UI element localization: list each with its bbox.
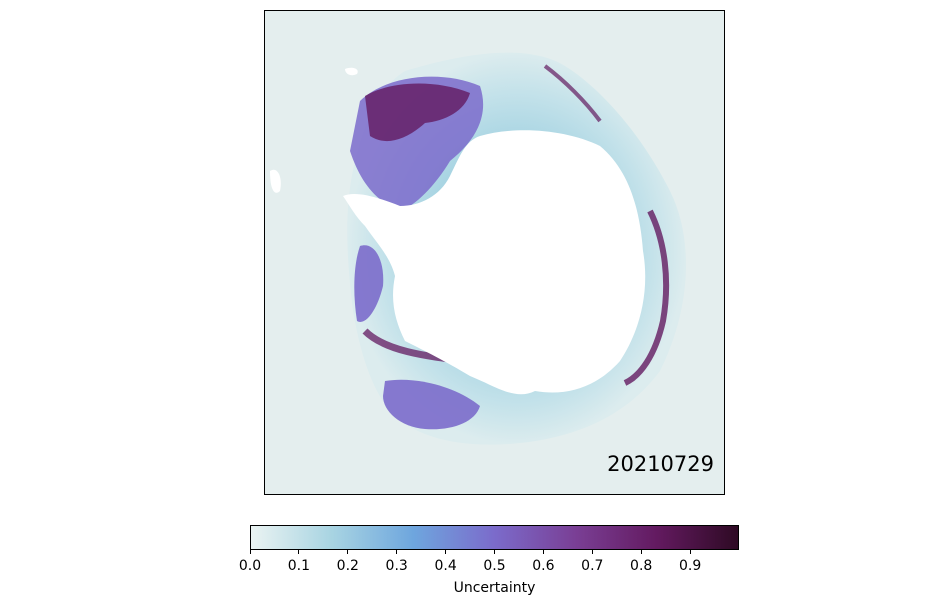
- colorbar: [250, 525, 739, 550]
- colorbar-tick: [445, 550, 447, 554]
- sea-ice-uncertainty-map: [270, 52, 687, 445]
- colorbar-tick-label: 0.6: [532, 558, 555, 574]
- colorbar-ticks: 0.0 0.1 0.2 0.3 0.4 0.5 0.6 0.7 0.8 0.9: [239, 550, 739, 574]
- colorbar-tick: [640, 550, 642, 554]
- landmass-fragment: [345, 67, 358, 76]
- uncertainty-patch-weddell-dark: [365, 83, 470, 142]
- colorbar-tick: [542, 550, 544, 554]
- colorbar-tick-label: 0.8: [630, 558, 653, 574]
- colorbar-tick-label: 0.7: [581, 558, 604, 574]
- colorbar-tick: [298, 550, 300, 554]
- colorbar-tick: [396, 550, 398, 554]
- uncertainty-patch-amundsen: [354, 245, 384, 322]
- landmass-fragment: [270, 169, 281, 193]
- colorbar-tick-label: 0.0: [238, 558, 262, 574]
- colorbar-tick-label: 0.9: [678, 558, 702, 574]
- uncertainty-edge-northeast: [543, 64, 602, 123]
- colorbar-tick-label: 0.5: [483, 558, 506, 574]
- colorbar-tick: [689, 550, 691, 554]
- uncertainty-edge-east: [623, 209, 670, 386]
- colorbar-tick-label: 0.1: [287, 558, 311, 574]
- colorbar-gradient: [251, 526, 738, 549]
- date-label: 20210729: [607, 452, 714, 476]
- map-panel: 20210729: [264, 10, 725, 495]
- colorbar-tick: [494, 550, 495, 554]
- colorbar-tick-label: 0.3: [385, 558, 408, 574]
- colorbar-tick-label: 0.2: [336, 558, 359, 574]
- colorbar-label: Uncertainty: [453, 580, 536, 596]
- uncertainty-patch-ross: [383, 379, 480, 430]
- colorbar-tick: [591, 550, 593, 554]
- colorbar-tick-label: 0.4: [434, 558, 457, 574]
- colorbar-tick: [249, 550, 251, 554]
- antarctica-landmass: [343, 130, 646, 395]
- colorbar-tick: [347, 550, 349, 554]
